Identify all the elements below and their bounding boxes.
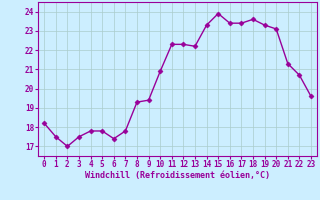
X-axis label: Windchill (Refroidissement éolien,°C): Windchill (Refroidissement éolien,°C) <box>85 171 270 180</box>
